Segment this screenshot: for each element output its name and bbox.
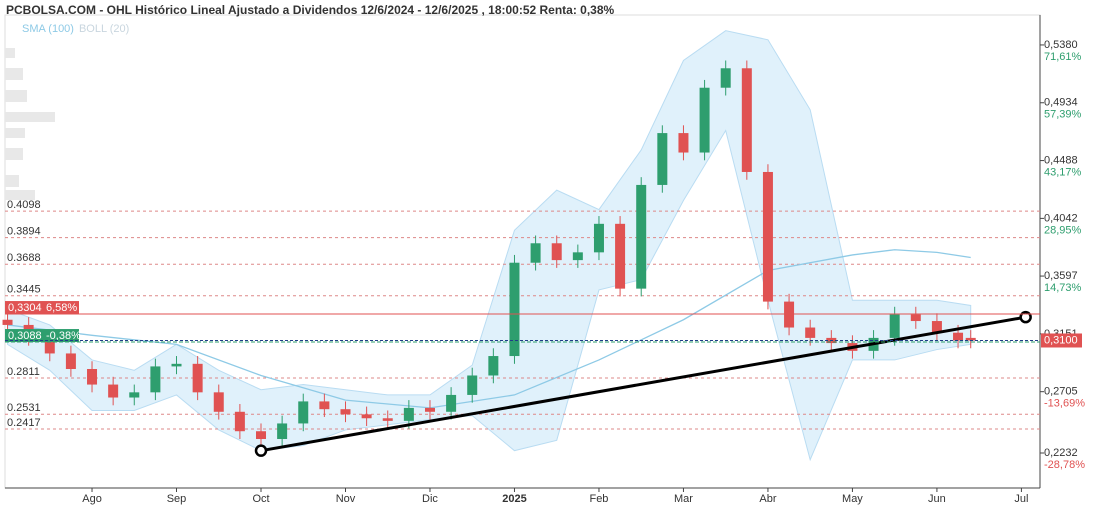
candle-body: [699, 87, 710, 153]
candle-body: [108, 384, 119, 398]
x-tick-label: Mar: [674, 493, 693, 505]
x-tick-label: Abr: [759, 493, 776, 505]
legend-entry: SMA (100): [22, 23, 74, 35]
trendline: [260, 315, 1026, 453]
candle-body: [784, 301, 795, 328]
last-price-label: 0,3100: [1044, 334, 1078, 346]
trendline-handle: [254, 444, 268, 457]
chart-title: PCBOLSA.COM - OHL Histórico Lineal Ajust…: [6, 3, 615, 17]
candle-body: [403, 407, 414, 421]
candle-body: [593, 223, 604, 253]
y-tick-pct: 14,73%: [1044, 282, 1082, 294]
x-tick-label: Feb: [589, 493, 608, 505]
x-tick-label: Sep: [167, 493, 187, 505]
y-tick-label: 0,2705: [1044, 386, 1078, 398]
level-label: 0.2531: [7, 402, 41, 414]
candle-body: [572, 252, 583, 261]
candle-body: [213, 392, 224, 412]
y-tick-pct: 57,39%: [1044, 109, 1082, 121]
candle-body: [910, 314, 921, 322]
candle-body: [467, 375, 478, 395]
level-label: 0.4098: [7, 199, 41, 211]
y-tick-label: 0,3597: [1044, 270, 1078, 282]
y-tick-pct: -28,78%: [1044, 459, 1085, 471]
level-label: 0.3688: [7, 252, 41, 264]
level-label: 0.3445: [7, 284, 41, 296]
candle-body: [615, 223, 626, 289]
candle-body: [446, 394, 457, 412]
sma-line: [7, 249, 971, 409]
price-tag-change: 6,58%: [46, 302, 77, 314]
last-price-tag: [1041, 333, 1082, 348]
level-label: 0.2417: [7, 417, 41, 429]
y-tick-label: 0,4042: [1044, 212, 1078, 224]
candle-body: [87, 369, 98, 385]
candle-body: [965, 337, 976, 341]
candle-body: [509, 262, 520, 357]
y-tick-label: 0,4488: [1044, 154, 1078, 166]
x-tick-label: Dic: [422, 493, 438, 505]
candle-body: [636, 184, 647, 289]
candle-body: [192, 363, 203, 393]
candle-body: [657, 133, 668, 185]
candle-body: [129, 392, 140, 398]
x-tick-label: 2025: [502, 493, 526, 505]
candle-body: [150, 366, 161, 393]
candle-body: [298, 401, 309, 424]
candle-body: [382, 418, 393, 421]
volume-profile: [5, 48, 55, 200]
candle-body: [424, 407, 435, 412]
candle-body: [551, 243, 562, 261]
candle-body: [720, 68, 731, 88]
legend-entry: BOLL (20): [79, 23, 129, 35]
price-tag: [5, 301, 79, 315]
candle-body: [65, 353, 76, 370]
y-tick-pct: -13,69%: [1044, 398, 1085, 410]
price-tag-label: 0,3088: [8, 330, 42, 342]
level-label: 0.3894: [7, 225, 41, 237]
level-label: 0.2811: [7, 366, 40, 378]
candle-body: [741, 68, 752, 172]
price-tag: [5, 329, 79, 343]
candle-body: [889, 314, 900, 338]
y-tick-pct: 43,17%: [1044, 166, 1082, 178]
y-tick-label: 0,4934: [1044, 97, 1078, 109]
price-tag-change: -0,38%: [46, 330, 81, 342]
x-tick-label: May: [842, 493, 863, 505]
x-tick-label: Ago: [82, 493, 102, 505]
candle-body: [277, 423, 288, 440]
candle-body: [319, 401, 330, 410]
y-tick-pct: 71,61%: [1044, 51, 1082, 63]
candle-body: [931, 321, 942, 333]
x-tick-label: Jul: [1014, 493, 1028, 505]
candle-body: [678, 133, 689, 153]
candle-body: [44, 337, 55, 354]
candle-body: [488, 356, 499, 376]
candle-body: [2, 319, 13, 325]
y-tick-pct: 28,95%: [1044, 224, 1082, 236]
candle-body: [234, 411, 245, 432]
y-tick-label: 0,2232: [1044, 447, 1078, 459]
candle-body: [340, 409, 351, 415]
x-tick-label: Oct: [252, 493, 269, 505]
candle-body: [762, 171, 773, 302]
trendline-handle: [1019, 310, 1032, 324]
candle-body: [171, 363, 182, 367]
y-tick-label: 0,5380: [1044, 39, 1078, 51]
price-tag-label: 0,3304: [8, 302, 42, 314]
x-tick-label: Nov: [336, 493, 356, 505]
x-tick-label: Jun: [928, 493, 946, 505]
candle-body: [953, 332, 964, 341]
candle-body: [256, 431, 267, 440]
candle-body: [805, 327, 816, 338]
candle-body: [361, 414, 372, 419]
candle-body: [530, 243, 541, 263]
